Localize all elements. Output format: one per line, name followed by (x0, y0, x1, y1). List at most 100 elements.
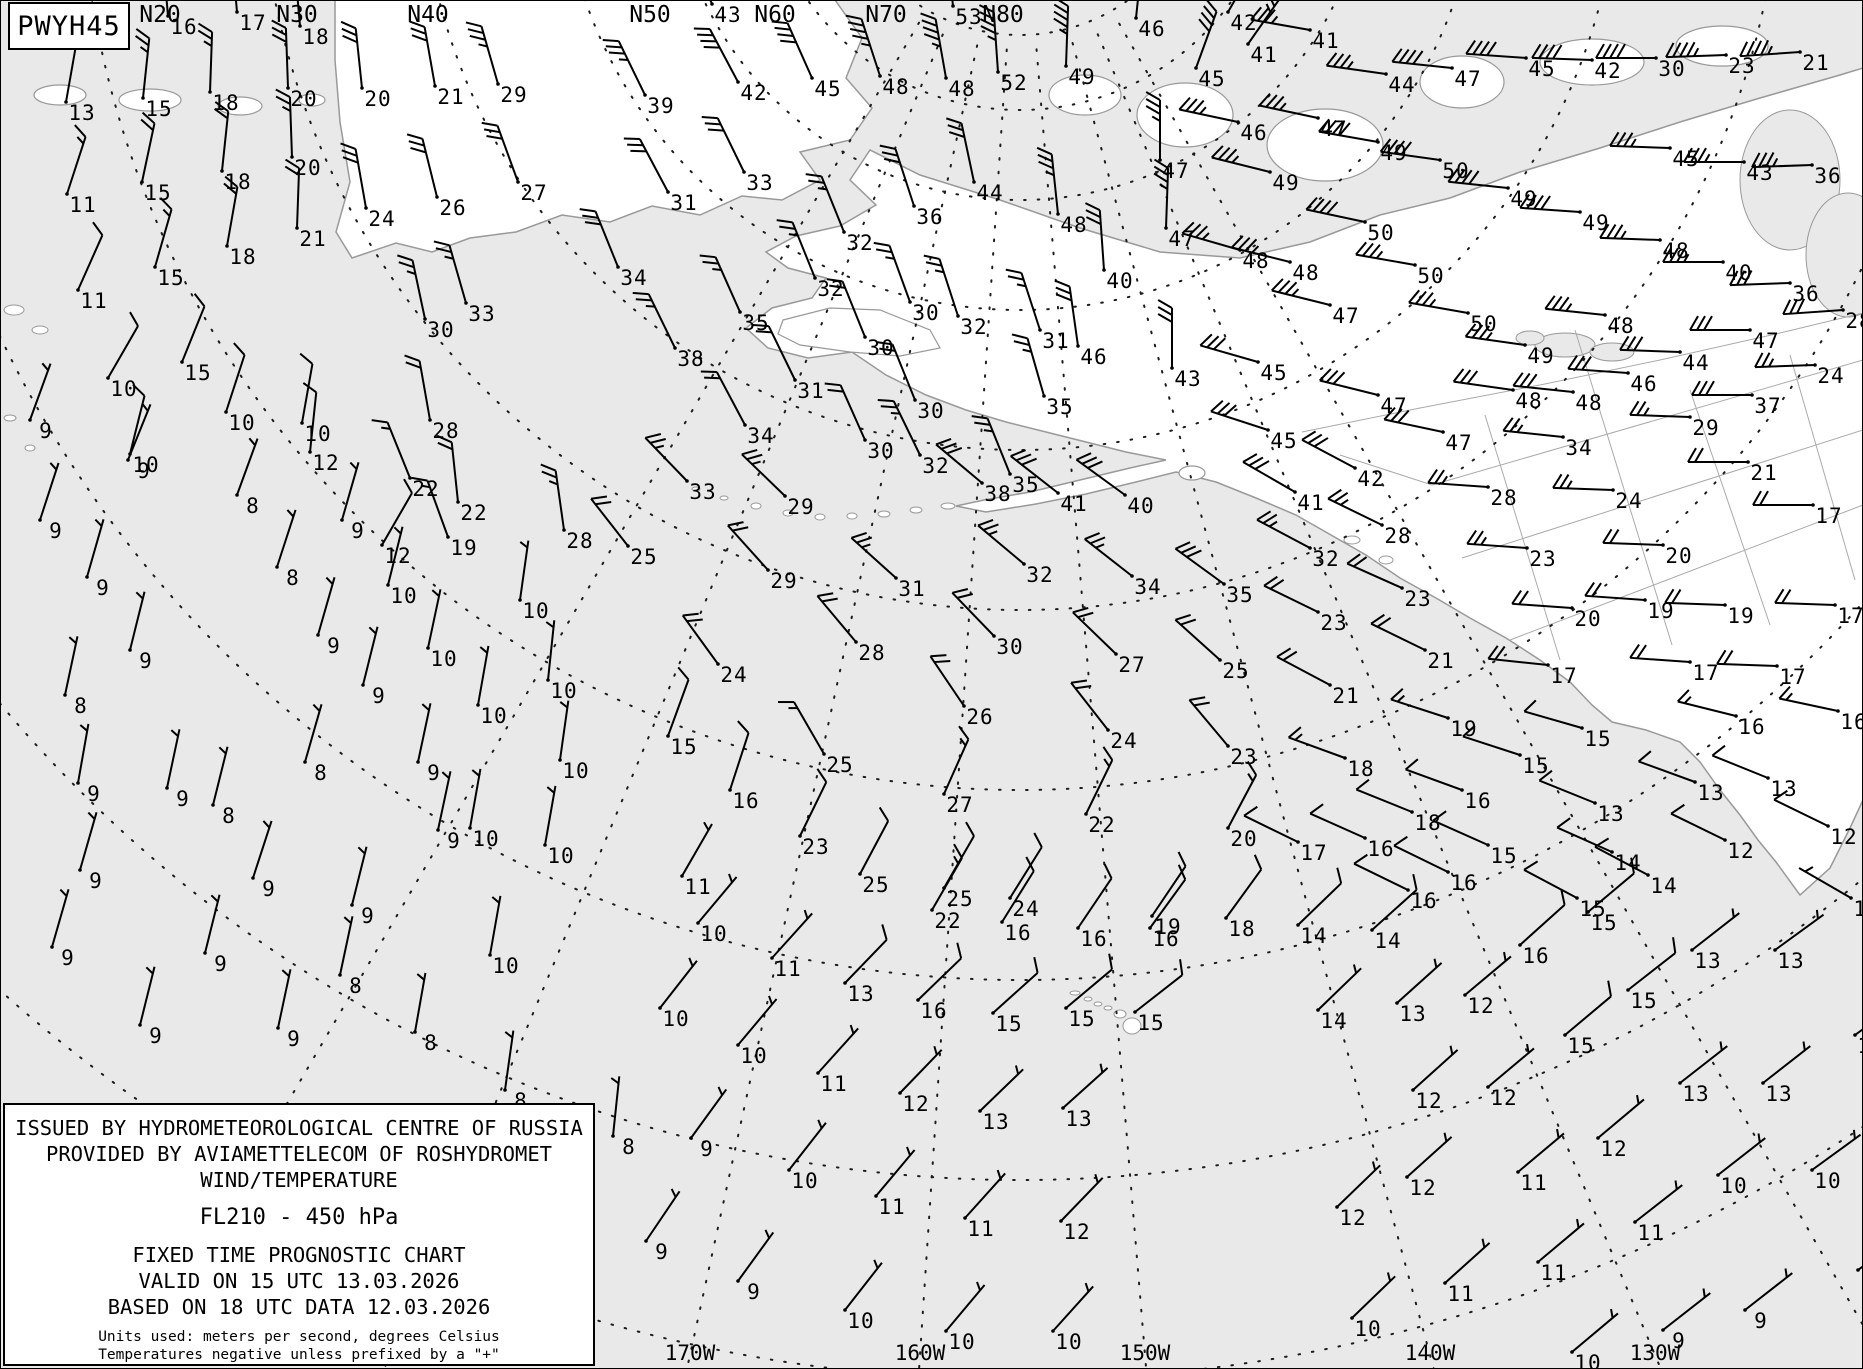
wind-barb-shaft (1466, 52, 1527, 59)
wind-feather-10 (405, 361, 422, 369)
wind-station: 48 (1544, 295, 1634, 338)
wind-station: 16 (1076, 863, 1113, 951)
wind-feather-10 (1616, 132, 1627, 147)
wind-barb-shaft (645, 1190, 681, 1242)
wind-feather-10 (1206, 335, 1220, 349)
wind-feather-10 (780, 39, 797, 44)
wind-feather-10 (1287, 726, 1302, 739)
wind-feather-10 (1581, 355, 1592, 371)
wind-barb-shaft (1487, 1047, 1535, 1088)
wind-feather-10 (1591, 582, 1602, 597)
wind-barb-shaft (714, 256, 741, 313)
wind-feather-10 (1081, 456, 1098, 465)
wind-feather-10 (1412, 50, 1424, 65)
wind-barb-shaft (309, 392, 318, 453)
wind-feather-10 (1013, 340, 1030, 347)
wind-station: 38 (935, 438, 1011, 506)
temperature-value: 48 (1060, 213, 1087, 237)
wind-station: 14 (1556, 817, 1641, 875)
wind-barb-shaft (1537, 1222, 1585, 1263)
wind-feather-5 (1058, 28, 1068, 35)
wind-station: 16 (1353, 853, 1437, 913)
small-island (691, 486, 701, 492)
wind-barb-shaft (737, 1231, 775, 1282)
temperature-value: 24 (1615, 489, 1642, 513)
island-coastline (1048, 74, 1122, 116)
temperature-value: 9 (655, 1240, 669, 1264)
wind-barb-shaft (1174, 619, 1221, 661)
wind-feather-10 (1370, 613, 1385, 625)
temperature-value: 11 (1520, 1171, 1547, 1195)
temperature-value: 13 (1770, 777, 1797, 801)
wind-station: 9 (276, 969, 300, 1051)
wind-barb-shaft (1317, 967, 1362, 1011)
temperature-value: 9 (61, 946, 75, 970)
temperature-value: 15 (1584, 727, 1611, 751)
chart-id: PWYH45 (17, 10, 121, 42)
wind-feather-10 (271, 19, 287, 29)
temperature-value: 48 (882, 75, 909, 99)
wind-feather-10 (1200, 11, 1213, 26)
wind-station: 21 (284, 158, 326, 251)
wind-station: 50 (1305, 196, 1394, 245)
wind-feather-10 (275, 88, 291, 98)
wind-feather-10 (1175, 541, 1191, 550)
temperature-value: 21 (1802, 51, 1829, 75)
temperature-value: 10 (740, 1044, 767, 1068)
wind-feather-10 (1379, 138, 1392, 153)
temperature-value: 13 (1777, 949, 1804, 973)
wind-feather-5 (1704, 153, 1711, 163)
wind-feather-10 (1447, 168, 1459, 183)
wind-feather-5 (1151, 115, 1161, 122)
wind-station: 16 (1393, 835, 1477, 895)
wind-feather-10 (1758, 152, 1768, 168)
temperature-value: 37 (1754, 394, 1781, 418)
wind-feather-5 (248, 437, 256, 446)
siberia-coastline (334, 0, 873, 259)
graticule-parallel (806, 0, 1234, 111)
wind-station: 8 (338, 916, 362, 998)
temperature-value: 8 (246, 494, 260, 518)
wind-feather-5 (1620, 230, 1627, 240)
wind-feather-10 (435, 247, 452, 254)
wind-station: 9 (128, 591, 152, 673)
wind-barb-shaft (1271, 289, 1331, 306)
wind-barb-shaft (1351, 1275, 1396, 1319)
wind-station: 45 (1609, 131, 1699, 171)
wind-feather-5 (1375, 250, 1384, 259)
temperature-value: 21 (437, 85, 464, 109)
island-coastline (118, 88, 182, 112)
wind-feather-10 (541, 470, 557, 479)
wind-barb-shaft (1306, 208, 1366, 223)
lake-shape (1739, 109, 1841, 251)
temperature-value: 9 (49, 519, 63, 543)
wind-feather-5 (1566, 480, 1573, 489)
temperature-value: 15 (1490, 844, 1517, 868)
wind-barb-shaft (1620, 348, 1681, 353)
wind-barb-shaft (1227, 0, 1237, 13)
wind-station: 16 (1309, 803, 1394, 861)
wind-feather-10 (1262, 513, 1278, 524)
wind-station: 13 (1637, 750, 1724, 805)
wind-feather-10 (1192, 99, 1205, 114)
wind-barb-shaft (1564, 995, 1612, 1036)
temperature-value: 47 (1162, 159, 1189, 183)
wind-feather-5 (312, 703, 321, 712)
temperature-value: 9 (361, 904, 375, 928)
wind-feather-5 (420, 484, 431, 489)
wind-feather-5 (1636, 1094, 1640, 1105)
wind-feather-10 (1175, 613, 1191, 621)
wind-station: 8 (303, 703, 327, 785)
wind-station: 9 (316, 576, 340, 658)
wind-station: 15 (180, 293, 211, 385)
temperature-value: 15 (995, 1012, 1022, 1036)
wind-feather-5 (703, 821, 710, 831)
wind-feather-10 (635, 298, 652, 302)
wind-station: 9 (76, 723, 100, 806)
temperature-value: 16 (1367, 837, 1394, 861)
wind-feather-5 (546, 786, 555, 794)
wind-feather-5 (953, 855, 960, 865)
wind-station: 36 (1751, 152, 1841, 188)
wind-feather-10 (1623, 132, 1634, 147)
temperature-value: 43 (714, 3, 741, 27)
